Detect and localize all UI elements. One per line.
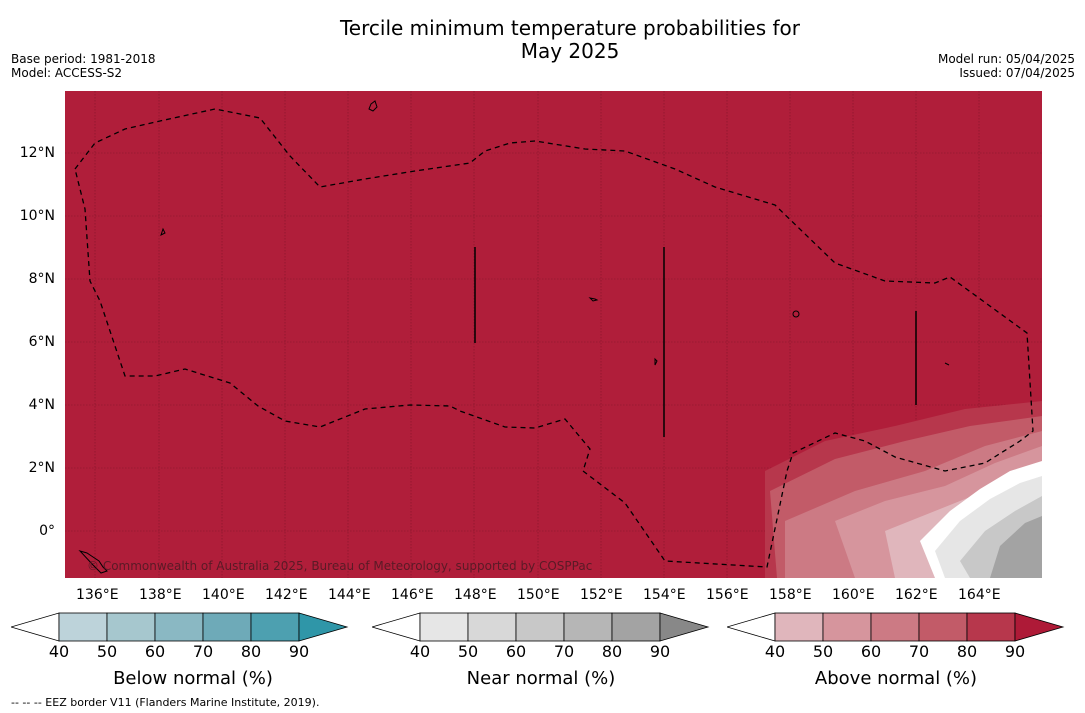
lon-label: 156°E	[706, 587, 749, 603]
lon-label: 144°E	[328, 587, 371, 603]
colorbar-above-title: Above normal (%)	[814, 668, 978, 689]
colorbar-tick-label: 50	[812, 642, 834, 661]
colorbar-swatch	[563, 612, 613, 642]
lon-label: 136°E	[76, 587, 119, 603]
colorbar-tick-label: 50	[96, 642, 118, 661]
colorbar-swatch	[822, 612, 872, 642]
colorbar-above-swatches	[725, 612, 1065, 642]
colorbar-swatch	[870, 612, 920, 642]
eez-border	[74, 108, 1034, 568]
colorbar-tick-label: 80	[601, 642, 623, 661]
lon-label: 152°E	[580, 587, 623, 603]
copyright-text: © Commonwealth of Australia 2025, Bureau…	[87, 559, 592, 573]
colorbar-tick-label: 80	[240, 642, 262, 661]
colorbar-tick-label: 60	[860, 642, 882, 661]
colorbar-below-swatches	[9, 612, 349, 642]
lat-label: 4°N	[28, 397, 55, 413]
colorbar-tick-label: 90	[1004, 642, 1026, 661]
lat-label: 10°N	[19, 208, 55, 224]
lon-label: 150°E	[517, 587, 560, 603]
colorbar-tick-label: 70	[553, 642, 575, 661]
colorbar-swatch	[419, 612, 469, 642]
colorbar-swatch	[106, 612, 156, 642]
colorbar-tick-label: 80	[956, 642, 978, 661]
colorbar-below-title: Below normal (%)	[113, 668, 273, 689]
colorbar-over-triangle	[298, 612, 349, 642]
colorbar-swatch	[154, 612, 204, 642]
title-line-1: Tercile minimum temperature probabilitie…	[339, 16, 801, 40]
colorbar-tick-label: 90	[288, 642, 310, 661]
colorbar-swatch	[918, 612, 968, 642]
islands	[78, 100, 950, 574]
colorbar-under-triangle	[725, 612, 776, 642]
colorbar-above	[725, 612, 1065, 642]
colorbar-tick-label: 40	[409, 642, 431, 661]
map-panel: © Commonwealth of Australia 2025, Bureau…	[65, 91, 1042, 578]
lon-label: 148°E	[454, 587, 497, 603]
colorbar-near	[370, 612, 710, 642]
colorbar-swatch	[58, 612, 108, 642]
colorbar-tick-label: 60	[505, 642, 527, 661]
lat-label: 0°	[39, 523, 55, 539]
border-lines	[474, 247, 917, 437]
colorbar-tick-label: 90	[649, 642, 671, 661]
colorbar-swatch	[515, 612, 565, 642]
eez-footnote: -- -- -- EEZ border V11 (Flanders Marine…	[11, 696, 320, 709]
model-run: Model run: 05/04/2025	[937, 52, 1075, 66]
colorbar-over-triangle	[659, 612, 710, 642]
lon-label: 162°E	[895, 587, 938, 603]
title-line-2: May 2025	[520, 39, 620, 63]
probability-contours	[765, 401, 1042, 578]
lon-label: 158°E	[769, 587, 812, 603]
colorbar-tick-label: 60	[144, 642, 166, 661]
lat-label: 8°N	[28, 271, 55, 287]
colorbar-near-title: Near normal (%)	[466, 668, 616, 689]
colorbar-tick-label: 70	[192, 642, 214, 661]
lat-label: 2°N	[28, 460, 55, 476]
colorbar-over-triangle	[1014, 612, 1065, 642]
colorbar-swatch	[966, 612, 1016, 642]
colorbar-below	[9, 612, 349, 642]
colorbar-tick-label: 70	[908, 642, 930, 661]
base-period: Base period: 1981-2018	[11, 52, 156, 66]
lon-label: 160°E	[832, 587, 875, 603]
colorbar-swatch	[611, 612, 661, 642]
colorbar-near-swatches	[370, 612, 710, 642]
colorbar-under-triangle	[9, 612, 60, 642]
colorbar-tick-label: 50	[457, 642, 479, 661]
lon-label: 154°E	[643, 587, 686, 603]
lat-label: 6°N	[28, 334, 55, 350]
lon-label: 140°E	[202, 587, 245, 603]
lon-label: 146°E	[391, 587, 434, 603]
lon-label: 138°E	[139, 587, 182, 603]
issued-date: Issued: 07/04/2025	[959, 66, 1075, 80]
colorbar-swatch	[774, 612, 824, 642]
colorbar-tick-label: 40	[764, 642, 786, 661]
model-name: Model: ACCESS-S2	[11, 66, 123, 80]
lon-label: 142°E	[265, 587, 308, 603]
lat-label: 12°N	[19, 145, 55, 161]
colorbar-swatch	[250, 612, 300, 642]
lon-label: 164°E	[958, 587, 1001, 603]
colorbar-tick-label: 40	[48, 642, 70, 661]
colorbar-swatch	[467, 612, 517, 642]
colorbar-under-triangle	[370, 612, 421, 642]
colorbar-swatch	[202, 612, 252, 642]
